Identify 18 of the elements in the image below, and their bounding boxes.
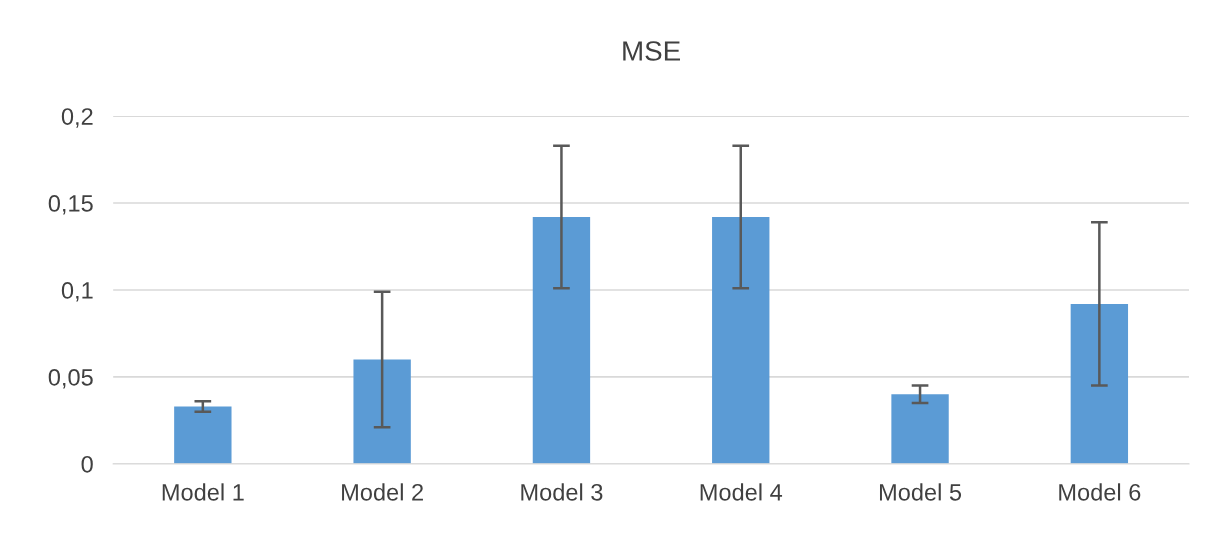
bar [174, 406, 232, 464]
bar [1070, 303, 1129, 464]
x-tick-label: Model 5 [879, 483, 962, 501]
y-tick-label: 0 [81, 455, 93, 473]
bar [353, 359, 411, 464]
bar [891, 394, 949, 464]
x-tick-label: Model 6 [1059, 483, 1141, 501]
y-tick-label: 0,2 [61, 108, 93, 128]
x-tick-label: Model 2 [342, 483, 423, 501]
y-tick-label: 0,05 [48, 368, 93, 389]
x-tick-label: Model 3 [521, 483, 603, 501]
bar [532, 216, 591, 464]
y-tick-label: 0,15 [48, 195, 93, 215]
bar [712, 216, 770, 464]
x-tick-label: Model 1 [162, 483, 244, 501]
chart-title: MSE [623, 41, 680, 61]
x-tick-label: Model 4 [700, 483, 783, 501]
y-tick-label: 0,1 [61, 282, 93, 302]
